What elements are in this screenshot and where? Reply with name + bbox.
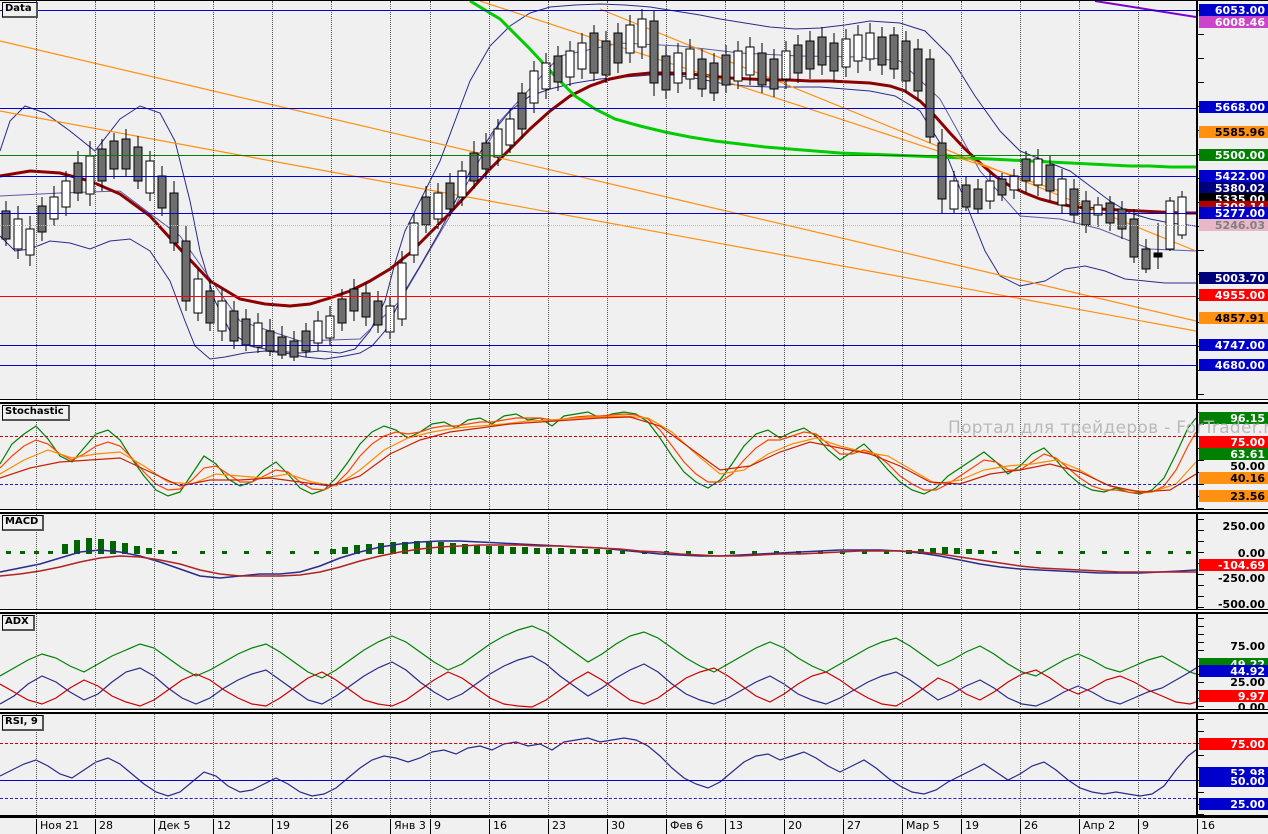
rsi-tag-25[interactable]: 25.00 xyxy=(1199,798,1268,811)
adx-series-svg xyxy=(0,625,1196,708)
price-tag-5422[interactable]: 5422.00 xyxy=(1199,170,1268,183)
price-tag-5246[interactable]: 5246.03 xyxy=(1199,219,1268,232)
price-tag-4680[interactable]: 4680.00 xyxy=(1199,359,1268,372)
date-label-2: Дек 5 xyxy=(154,819,191,834)
date-axis[interactable]: Ноя 21 28 Дек 5 12 19 26 Янв 3 9 16 23 3… xyxy=(0,816,1268,834)
date-label-5: 26 xyxy=(331,819,349,834)
macd-tag-neg104[interactable]: -104.69 xyxy=(1199,559,1268,572)
adx-tag-0[interactable]: 0.00 xyxy=(1237,701,1265,709)
date-label-0: Ноя 21 xyxy=(36,819,79,834)
date-label-10: 30 xyxy=(607,819,625,834)
panel-title-macd[interactable]: MACD xyxy=(2,515,45,531)
panel-title-data[interactable]: Data xyxy=(2,2,38,18)
price-tag-4955[interactable]: 4955.00 xyxy=(1199,289,1268,302)
macd-axis[interactable]: 250.00 0.00 -104.69 -250.00 -500.00 xyxy=(1196,514,1268,609)
adx-plot-area[interactable] xyxy=(0,614,1196,709)
date-label-19: 9 xyxy=(1138,819,1149,834)
rsi-series-svg xyxy=(0,737,1196,797)
panel-price-data[interactable]: Data xyxy=(0,0,1268,400)
price-tag-5277[interactable]: 5277.00 xyxy=(1199,207,1268,220)
panel-title-rsi[interactable]: RSI, 9 xyxy=(2,715,44,731)
date-label-14: 27 xyxy=(843,819,861,834)
macd-tag-neg500[interactable]: -500.00 xyxy=(1217,598,1265,609)
price-tag-5500[interactable]: 5500.00 xyxy=(1199,149,1268,162)
stochastic-plot-area[interactable] xyxy=(0,404,1196,509)
rsi-plot-area[interactable] xyxy=(0,714,1196,815)
panel-adx[interactable]: ADX xyxy=(0,612,1268,710)
panel-title-stochastic[interactable]: Stochastic xyxy=(2,405,70,421)
date-label-13: 20 xyxy=(784,819,802,834)
date-label-3: 12 xyxy=(213,819,231,834)
watermark-text: Портал для трейдеров - ForTrader.ru xyxy=(948,418,1268,438)
adx-tag-25[interactable]: 25.00 xyxy=(1230,676,1265,689)
date-label-16: 19 xyxy=(961,819,979,834)
stoch-tag-23[interactable]: 23.56 xyxy=(1199,490,1268,503)
price-tag-6053[interactable]: 6053.00 xyxy=(1199,4,1268,17)
stoch-tag-50[interactable]: 50.00 xyxy=(1230,460,1265,473)
price-plot-area[interactable] xyxy=(0,1,1196,399)
stoch-tag-40[interactable]: 40.16 xyxy=(1199,472,1268,485)
price-tag-5585[interactable]: 5585.96 xyxy=(1199,126,1268,139)
price-tag-6008[interactable]: 6008.46 xyxy=(1199,16,1268,29)
rsi-tag-50[interactable]: 50.00 xyxy=(1199,775,1268,788)
macd-plot-area[interactable] xyxy=(0,514,1196,609)
adx-tag-9[interactable]: 9.97 xyxy=(1199,690,1268,703)
panel-macd[interactable]: MACD xyxy=(0,512,1268,610)
price-tag-5668[interactable]: 5668.00 xyxy=(1199,101,1268,114)
date-label-9: 23 xyxy=(548,819,566,834)
panel-title-adx[interactable]: ADX xyxy=(2,615,35,631)
price-tag-4857[interactable]: 4857.91 xyxy=(1199,312,1268,325)
adx-tag-75[interactable]: 75.00 xyxy=(1230,640,1265,653)
adx-tag-44[interactable]: 44.92 xyxy=(1199,665,1268,678)
macd-tag-250[interactable]: 250.00 xyxy=(1222,520,1265,533)
stoch-tag-63[interactable]: 63.61 xyxy=(1199,448,1268,461)
stochastic-axis[interactable]: 96.15 75.00 63.61 50.00 40.16 23.56 xyxy=(1196,404,1268,509)
date-label-1: 28 xyxy=(95,819,113,834)
panel-stochastic[interactable]: Stochastic xyxy=(0,402,1268,510)
stoch-tag-75[interactable]: 75.00 xyxy=(1199,436,1268,449)
date-label-20: 16 xyxy=(1197,819,1215,834)
date-label-8: 16 xyxy=(489,819,507,834)
date-label-12: 13 xyxy=(725,819,743,834)
macd-tag-0[interactable]: 0.00 xyxy=(1237,547,1265,560)
price-axis[interactable]: 6053.00 6008.46 5668.00 5585.96 5500.00 … xyxy=(1196,1,1268,399)
date-label-18: Апр 2 xyxy=(1079,819,1115,834)
date-label-11: Фев 6 xyxy=(666,819,703,834)
price-tag-5380[interactable]: 5380.02 xyxy=(1199,182,1268,195)
stoch-tag-96[interactable]: 96.15 xyxy=(1199,412,1268,425)
date-label-7: 9 xyxy=(430,819,441,834)
macd-series-svg xyxy=(0,538,1196,579)
date-label-17: 26 xyxy=(1020,819,1038,834)
price-series-svg xyxy=(0,1,1196,361)
date-label-15: Мар 5 xyxy=(902,819,940,834)
stochastic-series-svg xyxy=(0,411,1196,497)
date-label-6: Янв 3 xyxy=(390,819,426,834)
rsi-tag-75[interactable]: 75.00 xyxy=(1199,738,1268,751)
price-tag-5003[interactable]: 5003.70 xyxy=(1199,272,1268,285)
price-tag-4747[interactable]: 4747.00 xyxy=(1199,339,1268,352)
macd-tag-neg250[interactable]: -250.00 xyxy=(1217,572,1265,585)
date-label-4: 19 xyxy=(272,819,290,834)
adx-axis[interactable]: 75.00 49.22 44.92 25.00 9.97 0.00 xyxy=(1196,614,1268,709)
panel-rsi[interactable]: RSI, 9 xyxy=(0,712,1268,816)
rsi-axis[interactable]: 75.00 52.98 50.00 25.00 xyxy=(1196,714,1268,815)
